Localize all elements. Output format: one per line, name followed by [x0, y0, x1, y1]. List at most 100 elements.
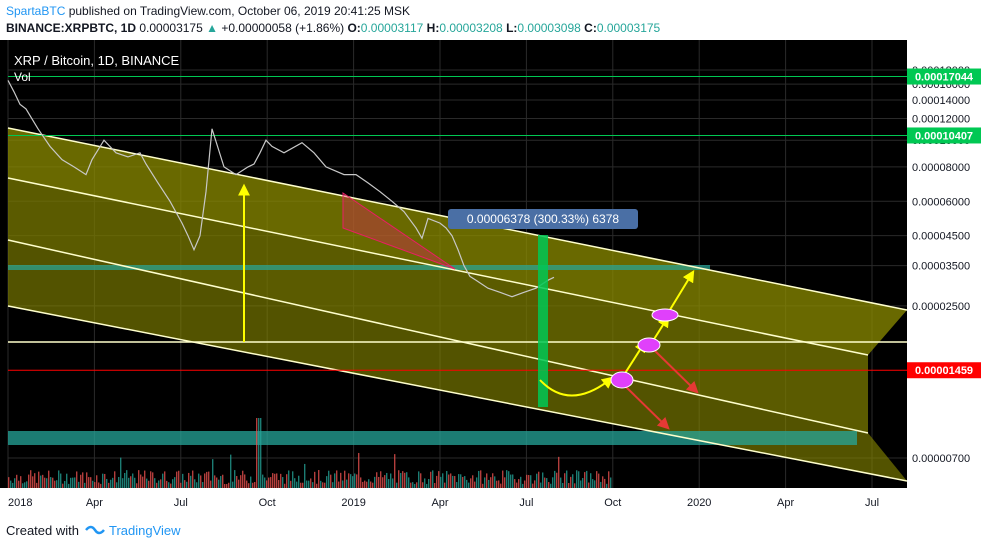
volume-bar [240, 475, 242, 488]
x-tick-label: Jul [519, 497, 533, 509]
volume-bar [364, 480, 366, 488]
volume-bar [166, 480, 168, 488]
volume-bar [142, 476, 144, 488]
tradingview-link[interactable]: TradingView [108, 523, 181, 538]
volume-bar [300, 482, 302, 488]
volume-bar [582, 478, 584, 488]
volume-bar [156, 482, 158, 488]
volume-bar [268, 477, 270, 488]
x-tick-label: 2018 [8, 497, 32, 509]
volume-bar [192, 470, 194, 488]
volume-bar [340, 472, 342, 488]
volume-bar [304, 463, 306, 488]
volume-bar [72, 477, 74, 488]
open-value: 0.00003117 [360, 21, 424, 35]
volume-bar [40, 475, 42, 488]
volume-bar [362, 481, 364, 488]
volume-bar [490, 477, 492, 488]
volume-bar [534, 480, 536, 488]
volume-bar [352, 476, 354, 488]
volume-bar [294, 478, 296, 488]
volume-bar [384, 475, 386, 488]
volume-bar [42, 474, 44, 488]
volume-bar [110, 479, 112, 488]
volume-bar [486, 473, 488, 488]
volume-label: Vol [14, 70, 31, 84]
volume-bar [568, 483, 570, 488]
volume-bar [572, 474, 574, 488]
volume-bar [116, 482, 118, 488]
volume-bar [76, 471, 78, 488]
price-chart[interactable]: 0.00006378 (300.33%) 6378 XRP / Bitcoin,… [0, 40, 987, 514]
volume-bar [26, 481, 28, 488]
volume-bar [566, 470, 568, 488]
volume-bar [480, 470, 482, 488]
volume-bar [332, 482, 334, 488]
volume-bar [278, 480, 280, 488]
volume-bar [328, 470, 330, 488]
price-series-line [7, 80, 555, 298]
volume-bar [244, 474, 246, 488]
volume-bar [232, 481, 234, 488]
volume-bar [180, 482, 182, 488]
volume-bar [88, 477, 90, 488]
volume-bar [552, 477, 554, 488]
volume-bar [580, 480, 582, 488]
volume-bar [424, 478, 426, 488]
high-value: 0.00003208 [439, 21, 503, 35]
volume-bar [98, 482, 100, 488]
time-axis[interactable] [0, 488, 907, 514]
volume-bar [38, 471, 40, 488]
volume-bar [82, 472, 84, 488]
volume-bar [564, 473, 566, 488]
volume-bar [558, 456, 560, 488]
price-tag-label: 0.00001459 [915, 365, 973, 377]
volume-bar [188, 472, 190, 488]
x-tick-label: Apr [777, 497, 794, 509]
volume-bar [160, 479, 162, 488]
y-tick-label: 0.00002500 [912, 301, 970, 313]
volume-bar [120, 457, 122, 488]
x-tick-label: 2020 [687, 497, 711, 509]
volume-bar [236, 476, 238, 488]
volume-bar [396, 482, 398, 488]
volume-bar [18, 480, 20, 488]
volume-bar [212, 459, 214, 488]
volume-bar [74, 477, 76, 488]
volume-bar [452, 475, 454, 488]
volume-bar [150, 471, 152, 488]
volume-bar [354, 473, 356, 488]
volume-bar [430, 471, 432, 488]
volume-bar [54, 480, 56, 488]
volume-bar [290, 480, 292, 488]
volume-bar [62, 483, 64, 488]
volume-bar [530, 475, 532, 488]
volume-bar [306, 480, 308, 488]
channel-mid-line [7, 177, 869, 356]
y-tick-label: 0.00006000 [912, 196, 970, 208]
price-tag-label: 0.00017044 [915, 72, 974, 84]
volume-bar [484, 477, 486, 488]
volume-bar [454, 476, 456, 488]
low-value: 0.00003098 [517, 21, 581, 35]
volume-bar [270, 477, 272, 488]
author-link[interactable]: SpartaBTC [6, 4, 66, 18]
y-tick-label: 0.00000700 [912, 453, 970, 465]
volume-bar [68, 483, 70, 488]
y-tick-label: 0.00008000 [912, 162, 970, 174]
channel-lower-line [7, 239, 869, 434]
high-label: H: [426, 21, 440, 35]
volume-bar [96, 475, 98, 488]
volume-bar [394, 454, 396, 488]
volume-bar [226, 483, 228, 488]
volume-bar [146, 478, 148, 488]
volume-bar [296, 481, 298, 488]
volume-bar [386, 472, 388, 488]
volume-bar [314, 471, 316, 488]
volume-bar [588, 482, 590, 488]
volume-bar [258, 418, 260, 488]
x-tick-label: Apr [431, 497, 448, 509]
volume-bar [494, 476, 496, 488]
volume-bar [24, 482, 26, 488]
price-axis[interactable] [907, 40, 987, 514]
